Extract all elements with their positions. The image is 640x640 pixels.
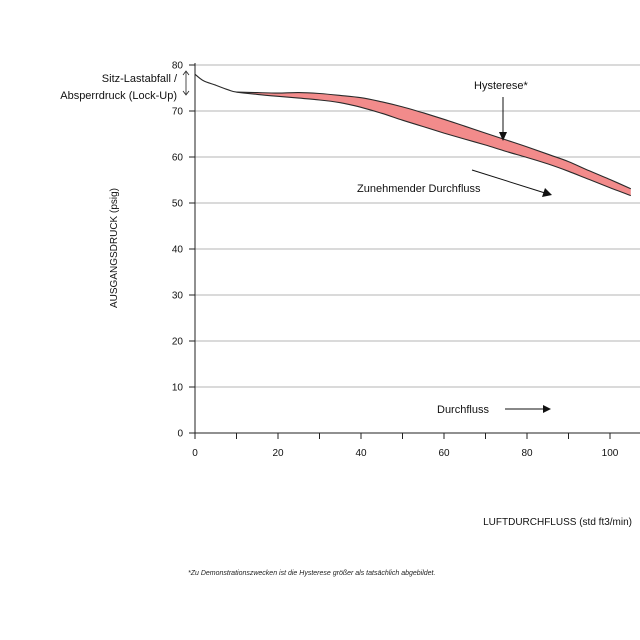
increasing-flow-arrow-icon — [471, 169, 552, 197]
y-tick-label: 40 — [172, 245, 184, 256]
flow-arrow-icon — [505, 405, 551, 413]
x-tick-label: 20 — [272, 448, 284, 459]
x-axis-title: LUFTDURCHFLUSS (std ft3/min) — [483, 517, 632, 528]
curve-layer — [194, 73, 632, 197]
x-tick-label: 100 — [602, 448, 619, 459]
tick-labels: 0 10 20 30 40 50 60 70 80 0 20 40 60 80 100 — [172, 61, 619, 460]
x-tick-label: 60 — [438, 448, 450, 459]
series-line-decreasing — [194, 73, 631, 197]
increasing-flow-label: Zunehmender Durchfluss — [357, 183, 481, 195]
seat-drop-label: Sitz-Lastabfall / — [102, 73, 178, 85]
x-tick-label: 40 — [355, 448, 367, 459]
hysteresis-band — [236, 92, 631, 196]
y-tick-label: 20 — [172, 337, 184, 348]
hysteresis-pointer-icon — [499, 97, 507, 141]
hysteresis-label: Hysterese* — [474, 80, 529, 92]
y-tick-label: 0 — [177, 429, 183, 440]
x-tick-label: 0 — [192, 448, 198, 459]
flow-label: Durchfluss — [437, 404, 489, 416]
y-tick-label: 80 — [172, 61, 184, 72]
y-tick-label: 70 — [172, 107, 184, 118]
y-axis-title: AUSGANGSDRUCK (psig) — [109, 188, 120, 308]
y-tick-label: 10 — [172, 383, 184, 394]
series-line-increasing — [236, 91, 632, 190]
lockup-label: Absperrdruck (Lock-Up) — [60, 90, 177, 102]
hysteresis-band-layer — [236, 92, 631, 196]
footnote: *Zu Demonstrationszwecken ist die Hyster… — [188, 570, 436, 577]
y-tick-label: 30 — [172, 291, 184, 302]
grid-lines — [195, 64, 640, 388]
y-tick-label: 60 — [172, 153, 184, 164]
x-tick-label: 80 — [521, 448, 533, 459]
lockup-bracket-icon — [182, 70, 190, 96]
axes — [189, 63, 640, 439]
y-tick-label: 50 — [172, 199, 184, 210]
